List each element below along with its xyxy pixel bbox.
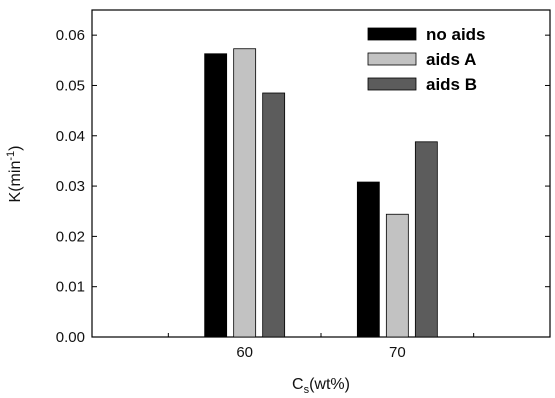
y-tick-label: 0.06 xyxy=(56,27,85,44)
y-tick-label: 0.05 xyxy=(56,77,85,94)
x-tick-label: 70 xyxy=(389,344,406,361)
y-tick-label: 0.03 xyxy=(56,178,85,195)
bar-no-aids-70 xyxy=(356,181,380,338)
legend-label: aids B xyxy=(426,75,477,94)
y-axis: 0.00 0.01 0.02 0.03 0.04 0.05 0.06 xyxy=(56,27,550,346)
y-tick-label: 0.04 xyxy=(56,128,85,145)
legend-swatch xyxy=(367,52,417,66)
x-axis-label-main: C xyxy=(292,376,304,393)
x-axis-label-rest: (wt%) xyxy=(309,376,350,393)
bars xyxy=(204,48,438,338)
legend-label: no aids xyxy=(426,25,486,44)
plot-frame xyxy=(91,9,551,338)
bar-aids-A-70 xyxy=(385,213,409,338)
bar-no-aids-60 xyxy=(204,53,228,338)
y-axis-label: K(min-1) xyxy=(5,146,24,203)
legend-swatch xyxy=(367,77,417,91)
legend-label: aids A xyxy=(426,50,476,69)
legend: no aids aids A aids B xyxy=(367,25,486,94)
legend-swatch xyxy=(367,27,417,41)
x-axis-label-sub: s xyxy=(304,384,310,396)
bar-aids-A-60 xyxy=(233,48,257,338)
y-axis-label-main: K(min xyxy=(7,161,24,203)
y-tick-label: 0.01 xyxy=(56,279,85,296)
y-axis-label-sup: -1 xyxy=(5,151,17,161)
bar-aids-B-60 xyxy=(262,92,286,338)
x-tick-label: 60 xyxy=(236,344,253,361)
bar-aids-B-70 xyxy=(414,141,438,338)
y-tick-label: 0.00 xyxy=(56,329,85,346)
y-tick-label: 0.02 xyxy=(56,228,85,245)
x-axis-label: Cs(wt%) xyxy=(292,376,350,396)
y-axis-label-rest: ) xyxy=(7,146,24,151)
